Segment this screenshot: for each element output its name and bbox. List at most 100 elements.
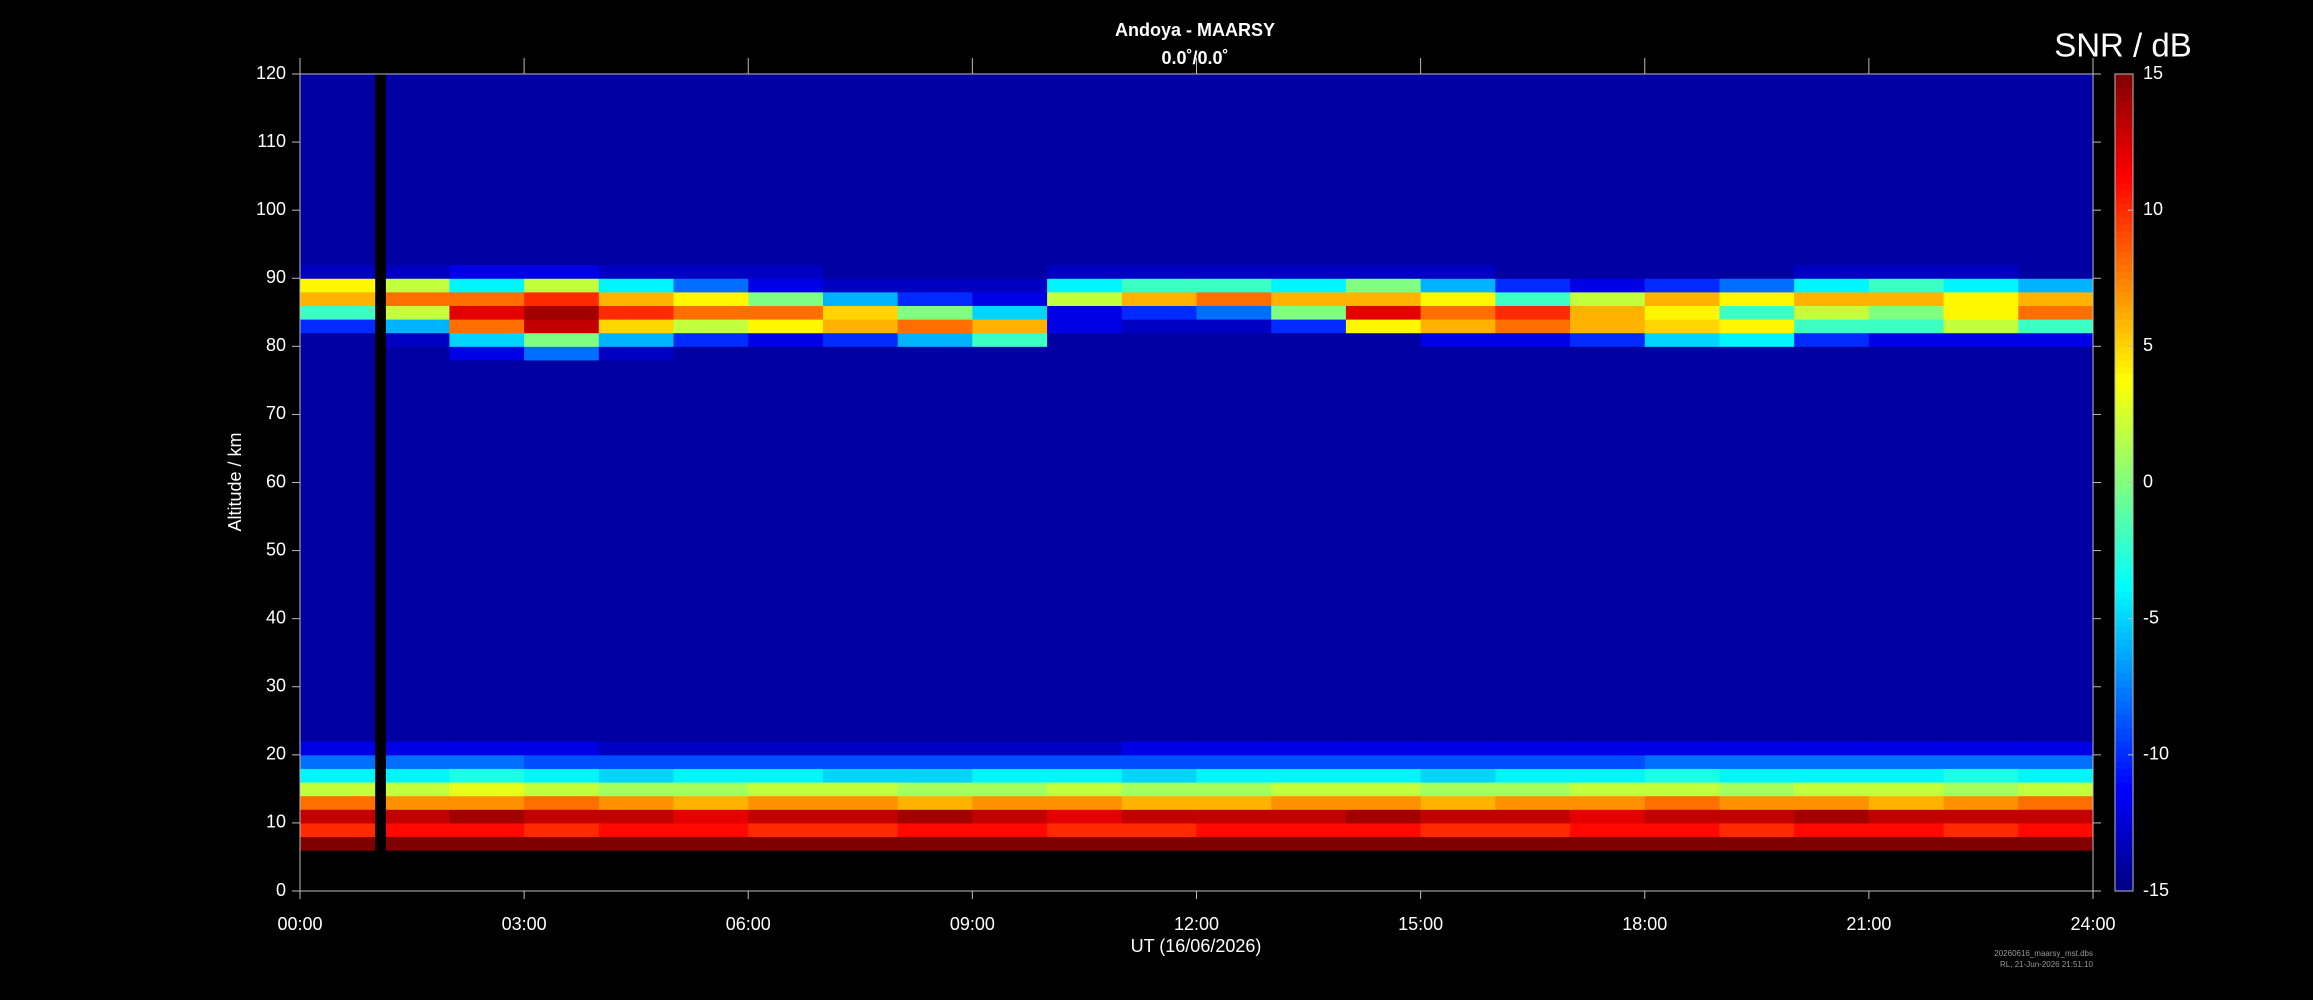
colorbar-segment (2115, 822, 2133, 831)
heatmap-cell (1121, 332, 1197, 347)
heatmap-cell (1570, 332, 1646, 347)
heatmap-cell (1420, 809, 1496, 824)
heatmap-cell (1271, 782, 1347, 797)
heatmap-cell (673, 359, 749, 742)
heatmap-cell (1794, 264, 1870, 279)
heatmap-cell (822, 795, 899, 810)
heatmap-cell (1420, 346, 1496, 361)
heatmap-cell (1794, 822, 1870, 838)
heatmap-cell (385, 359, 450, 742)
colorbar-segment (2115, 748, 2133, 756)
heatmap-cell (1644, 319, 1720, 334)
colorbar-segment (2115, 795, 2133, 804)
heatmap-cell (524, 809, 600, 824)
colorbar-segment (2115, 652, 2133, 661)
heatmap-cell (1271, 754, 1347, 769)
heatmap-cell (1121, 782, 1197, 797)
heatmap-cell (897, 754, 973, 769)
heatmap-cell (1345, 346, 1422, 361)
heatmap-cell (598, 754, 675, 769)
heatmap-cell (385, 822, 450, 838)
x-tick-label: 00:00 (277, 914, 322, 934)
heatmap-cell (1420, 278, 1496, 293)
heatmap-cell (1495, 346, 1571, 361)
colorbar-segment (2115, 400, 2133, 409)
colorbar-segment (2115, 135, 2133, 143)
chart-title: Andoya - MAARSY (1115, 20, 1275, 40)
colorbar-tick-label: -15 (2143, 880, 2169, 900)
heatmap-cell (300, 305, 376, 320)
heatmap-cell (748, 319, 824, 334)
heatmap-cell (822, 836, 899, 851)
heatmap-cell (673, 741, 749, 756)
x-axis-label: UT (16/06/2026) (1131, 936, 1262, 956)
colorbar-tick-label: 0 (2143, 471, 2153, 491)
heatmap-cell (1271, 319, 1347, 334)
heatmap-cell (449, 809, 525, 824)
heatmap-cell (972, 809, 1048, 824)
heatmap-cell (897, 741, 973, 756)
heatmap-cell (1719, 822, 1795, 838)
colorbar-segment (2115, 571, 2133, 579)
heatmap-cell (1196, 836, 1272, 851)
colorbar-segment (2115, 550, 2133, 558)
heatmap-cell (598, 264, 675, 279)
heatmap-cell (673, 782, 749, 797)
heatmap-cell (1196, 264, 1272, 279)
colorbar-segment (2115, 278, 2133, 286)
colorbar-segment (2115, 80, 2133, 89)
heatmap-cell (1794, 768, 1870, 783)
colorbar-segment (2115, 203, 2133, 211)
x-tick-label: 09:00 (950, 914, 995, 934)
heatmap-cell (748, 264, 824, 279)
heatmap-cell (972, 795, 1048, 810)
heatmap-cell (1495, 754, 1571, 769)
heatmap-cell (673, 319, 749, 334)
y-tick-label: 110 (257, 131, 286, 151)
colorbar-segment (2115, 761, 2133, 770)
heatmap-cell (897, 809, 973, 824)
heatmap-cell (1719, 305, 1795, 320)
heatmap-cell (1495, 768, 1571, 783)
colorbar-segment (2115, 468, 2133, 477)
heatmap-cell (1121, 795, 1197, 810)
heatmap-cell (673, 332, 749, 347)
colorbar-segment (2115, 101, 2133, 109)
heatmap-cell (897, 822, 973, 838)
colorbar-segment (2115, 530, 2133, 538)
colorbar-segment (2115, 353, 2133, 361)
heatmap-cell (1868, 836, 1945, 851)
heatmap-cell (1196, 359, 1272, 742)
heatmap-cell (673, 809, 749, 824)
colorbar-segment (2115, 775, 2133, 783)
heatmap-cell (1943, 264, 2019, 279)
heatmap-cell (1196, 332, 1272, 347)
heatmap-cell (1570, 782, 1646, 797)
heatmap-cell (2018, 754, 2094, 769)
colorbar-segment (2115, 584, 2133, 593)
colorbar-segment (2115, 210, 2133, 218)
heatmap-cell (1271, 836, 1347, 851)
heatmap-cell (1644, 809, 1720, 824)
heatmap-cell (449, 332, 525, 347)
heatmap-cell (1271, 359, 1347, 742)
heatmap-cell (385, 782, 450, 797)
heatmap-cell (524, 836, 600, 851)
heatmap-cell (1868, 754, 1945, 769)
heatmap-cell (1121, 319, 1197, 334)
heatmap-cell (1495, 319, 1571, 334)
heatmap-cell (1868, 278, 1945, 293)
heatmap-cell (897, 305, 973, 320)
colorbar-segment (2115, 611, 2133, 620)
y-tick-label: 40 (266, 607, 286, 627)
heatmap-cell (1271, 305, 1347, 320)
colorbar-segment (2115, 216, 2133, 225)
colorbar-segment (2115, 564, 2133, 572)
colorbar-segment (2115, 605, 2133, 613)
heatmap-cell (972, 768, 1048, 783)
colorbar-segment (2115, 169, 2133, 177)
heatmap-cell (1943, 319, 2019, 334)
heatmap-cell (1943, 305, 2019, 320)
heatmap-cell (1719, 836, 1795, 851)
